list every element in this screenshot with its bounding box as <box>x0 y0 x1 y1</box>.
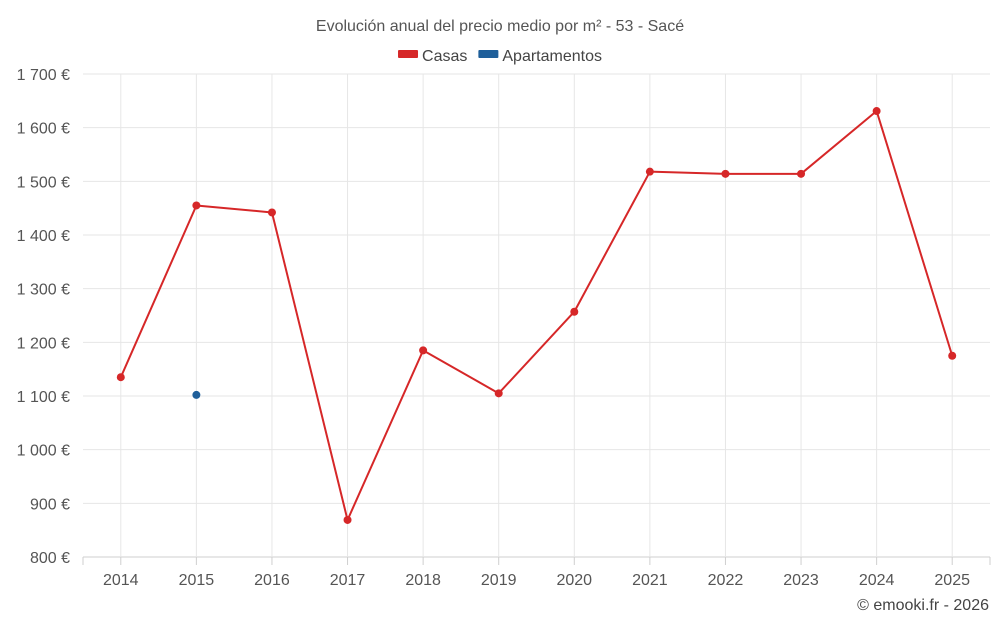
y-tick-label: 1 400 € <box>17 228 70 245</box>
legend-item[interactable]: Apartamentos <box>478 48 602 65</box>
legend-label: Casas <box>422 48 467 65</box>
legend-swatch <box>478 50 499 58</box>
x-tick-label: 2015 <box>179 572 215 589</box>
y-tick-label: 1 500 € <box>17 174 70 191</box>
data-point[interactable] <box>570 307 579 316</box>
x-tick-label: 2022 <box>708 572 744 589</box>
y-tick-label: 1 600 € <box>17 121 70 138</box>
footer-credit: © emooki.fr - 2026 <box>857 597 989 614</box>
x-tick-label: 2017 <box>330 572 366 589</box>
data-point[interactable] <box>419 346 428 355</box>
data-point[interactable] <box>872 107 881 116</box>
x-tick-label: 2021 <box>632 572 668 589</box>
x-tick-label: 2016 <box>254 572 290 589</box>
y-tick-label: 1 700 € <box>17 67 70 84</box>
x-tick-label: 2024 <box>859 572 895 589</box>
grid <box>83 73 990 558</box>
x-tick-label: 2019 <box>481 572 517 589</box>
data-point[interactable] <box>343 515 352 524</box>
y-tick-label: 1 200 € <box>17 335 70 352</box>
x-tick-label: 2018 <box>405 572 441 589</box>
series-layer <box>116 107 957 524</box>
chart-title: Evolución anual del precio medio por m² … <box>316 18 684 35</box>
data-point[interactable] <box>192 201 201 210</box>
data-point[interactable] <box>645 167 654 176</box>
x-tick-label: 2023 <box>783 572 819 589</box>
data-point[interactable] <box>721 169 730 178</box>
data-point[interactable] <box>494 389 503 398</box>
series-apartamentos <box>192 390 201 399</box>
data-point[interactable] <box>192 390 201 399</box>
x-tick-label: 2014 <box>103 572 139 589</box>
y-axis: 800 € 900 € 1 000 € 1 100 € 1 200 € 1 300 € 1 … <box>17 67 70 567</box>
legend-swatch <box>398 50 419 58</box>
data-point[interactable] <box>948 351 957 360</box>
legend: Casas Apartamentos <box>398 48 602 65</box>
y-tick-label: 800 € <box>30 550 70 567</box>
y-tick-label: 900 € <box>30 496 70 513</box>
data-point[interactable] <box>797 169 806 178</box>
y-tick-label: 1 100 € <box>17 389 70 406</box>
x-axis: 2014 2015 2016 2017 2018 2019 2020 2021 2022 2023… <box>82 557 991 589</box>
x-tick-label: 2025 <box>934 572 970 589</box>
series-line <box>119 110 954 521</box>
x-tick-label: 2020 <box>556 572 592 589</box>
series-casas <box>116 107 957 524</box>
y-tick-label: 1 300 € <box>17 282 70 299</box>
y-tick-label: 1 000 € <box>17 443 70 460</box>
legend-item[interactable]: Casas <box>398 48 467 65</box>
data-point[interactable] <box>267 208 276 217</box>
legend-label: Apartamentos <box>502 48 602 65</box>
data-point[interactable] <box>116 373 125 382</box>
